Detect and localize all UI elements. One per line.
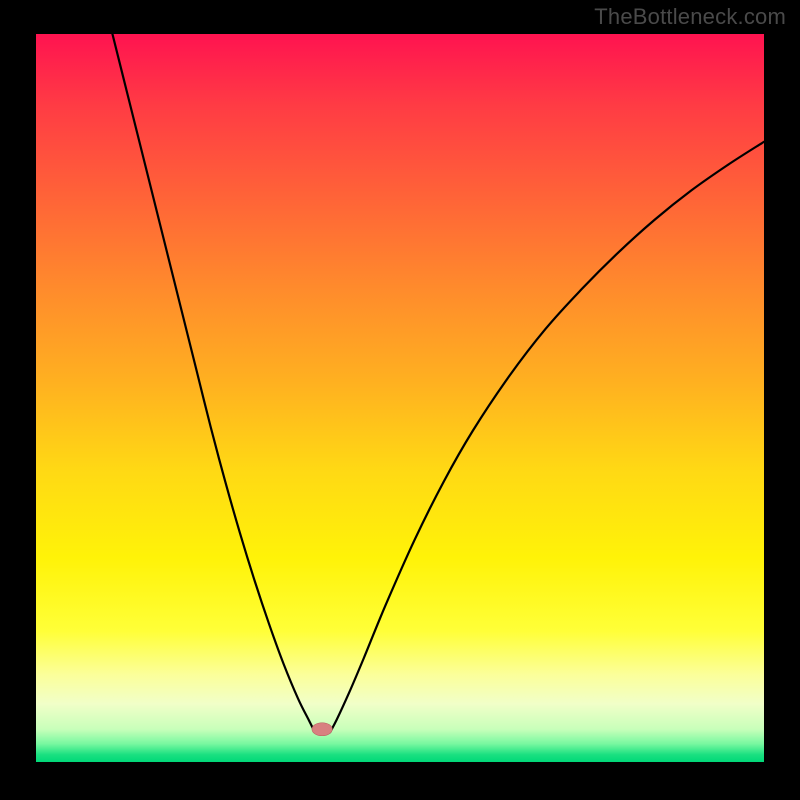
bottleneck-curve-chart: [36, 34, 764, 762]
chart-plot-area: [36, 34, 764, 762]
watermark-text: TheBottleneck.com: [594, 4, 786, 30]
optimal-point-marker: [312, 723, 332, 736]
gradient-background: [36, 34, 764, 762]
